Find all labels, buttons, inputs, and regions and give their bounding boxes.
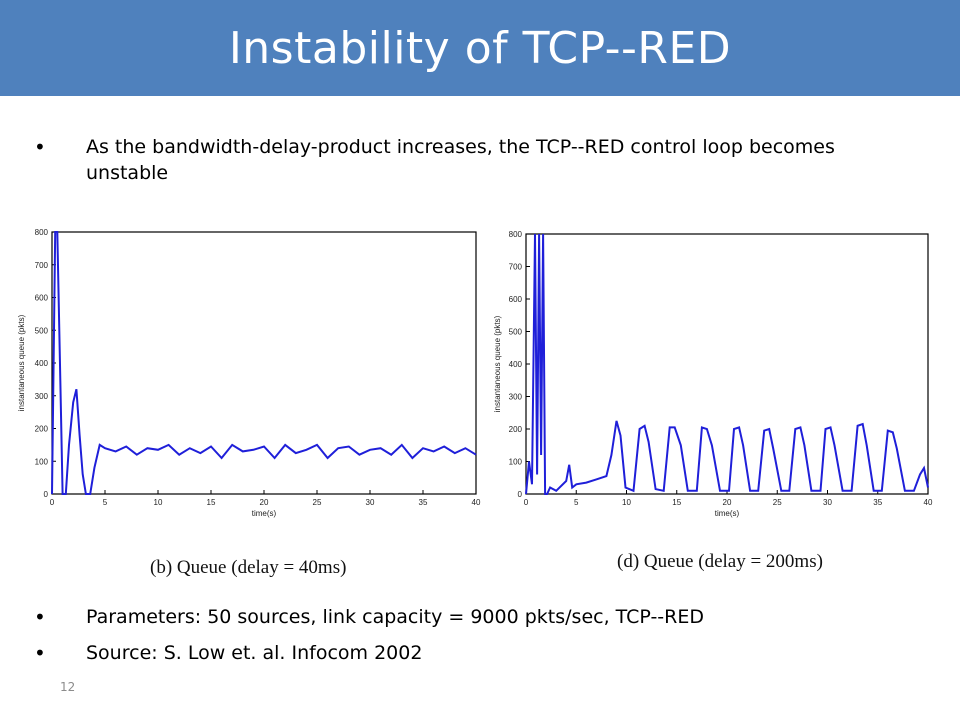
x-tick-label: 25 (773, 498, 782, 507)
y-tick-label: 100 (509, 458, 523, 467)
x-axis-label: time(s) (252, 509, 277, 518)
x-tick-label: 5 (574, 498, 579, 507)
x-tick-label: 20 (723, 498, 732, 507)
bullet-text: As the bandwidth-delay-product increases… (86, 136, 835, 184)
x-tick-label: 30 (823, 498, 832, 507)
y-tick-label: 300 (35, 392, 49, 401)
y-tick-label: 200 (35, 425, 49, 434)
plot-frame (51, 231, 477, 495)
x-tick-label: 40 (472, 498, 481, 507)
y-tick-label: 500 (35, 326, 49, 335)
x-tick-label: 40 (924, 498, 933, 507)
y-tick-label: 100 (35, 457, 49, 466)
x-tick-label: 0 (50, 498, 55, 507)
chart-caption-200ms: (d) Queue (delay = 200ms) (617, 551, 823, 572)
x-tick-label: 15 (207, 498, 216, 507)
x-tick-label: 30 (366, 498, 375, 507)
bullet-item: • Parameters: 50 sources, link capacity … (34, 604, 914, 630)
queue-series-line (525, 233, 929, 495)
y-tick-label: 800 (509, 230, 523, 239)
x-tick-label: 15 (672, 498, 681, 507)
y-tick-label: 700 (35, 261, 49, 270)
y-tick-label: 300 (509, 393, 523, 402)
chart-caption-40ms: (b) Queue (delay = 40ms) (150, 557, 347, 578)
x-tick-label: 10 (154, 498, 163, 507)
bullet-dot: • (34, 641, 46, 665)
y-tick-label: 400 (35, 359, 49, 368)
x-tick-label: 20 (260, 498, 269, 507)
bullet-text: Source: S. Low et. al. Infocom 2002 (86, 642, 423, 664)
bullet-dot: • (34, 135, 46, 159)
x-tick-label: 35 (873, 498, 882, 507)
slide-title: Instability of TCP--RED (228, 22, 732, 74)
y-tick-label: 600 (35, 294, 49, 303)
x-tick-label: 10 (622, 498, 631, 507)
x-tick-label: 25 (313, 498, 322, 507)
x-axis-label: time(s) (715, 509, 740, 518)
bullet-dot: • (34, 605, 46, 629)
title-bar: Instability of TCP--RED (0, 0, 960, 96)
y-tick-label: 600 (509, 295, 523, 304)
queue-chart-200ms: 0 5 10 15 20 25 30 35 40 0 100 200 300 400 500 600 700 80… (490, 222, 940, 522)
x-tick-label: 35 (419, 498, 428, 507)
bullet-text: Parameters: 50 sources, link capacity = … (86, 606, 705, 628)
x-tick-label: 5 (103, 498, 108, 507)
y-tick-label: 500 (509, 328, 523, 337)
y-tick-label: 0 (518, 490, 523, 499)
y-tick-label: 0 (44, 490, 49, 499)
y-tick-label: 800 (35, 228, 49, 237)
bullet-item: • As the bandwidth-delay-product increas… (34, 134, 914, 186)
queue-series-line (51, 231, 477, 495)
y-tick-label: 200 (509, 425, 523, 434)
bullet-item: • Source: S. Low et. al. Infocom 2002 (34, 640, 914, 666)
y-tick-label: 700 (509, 263, 523, 272)
y-tick-label: 400 (509, 360, 523, 369)
x-tick-label: 0 (524, 498, 529, 507)
page-number: 12 (60, 680, 76, 694)
y-axis-label: instantaneous queue (pkts) (17, 314, 26, 411)
y-axis-label: instantaneous queue (pkts) (493, 315, 502, 412)
queue-chart-40ms: 0 5 10 15 20 25 30 35 40 0 100 200 300 400 500 600 700 80… (14, 222, 482, 522)
